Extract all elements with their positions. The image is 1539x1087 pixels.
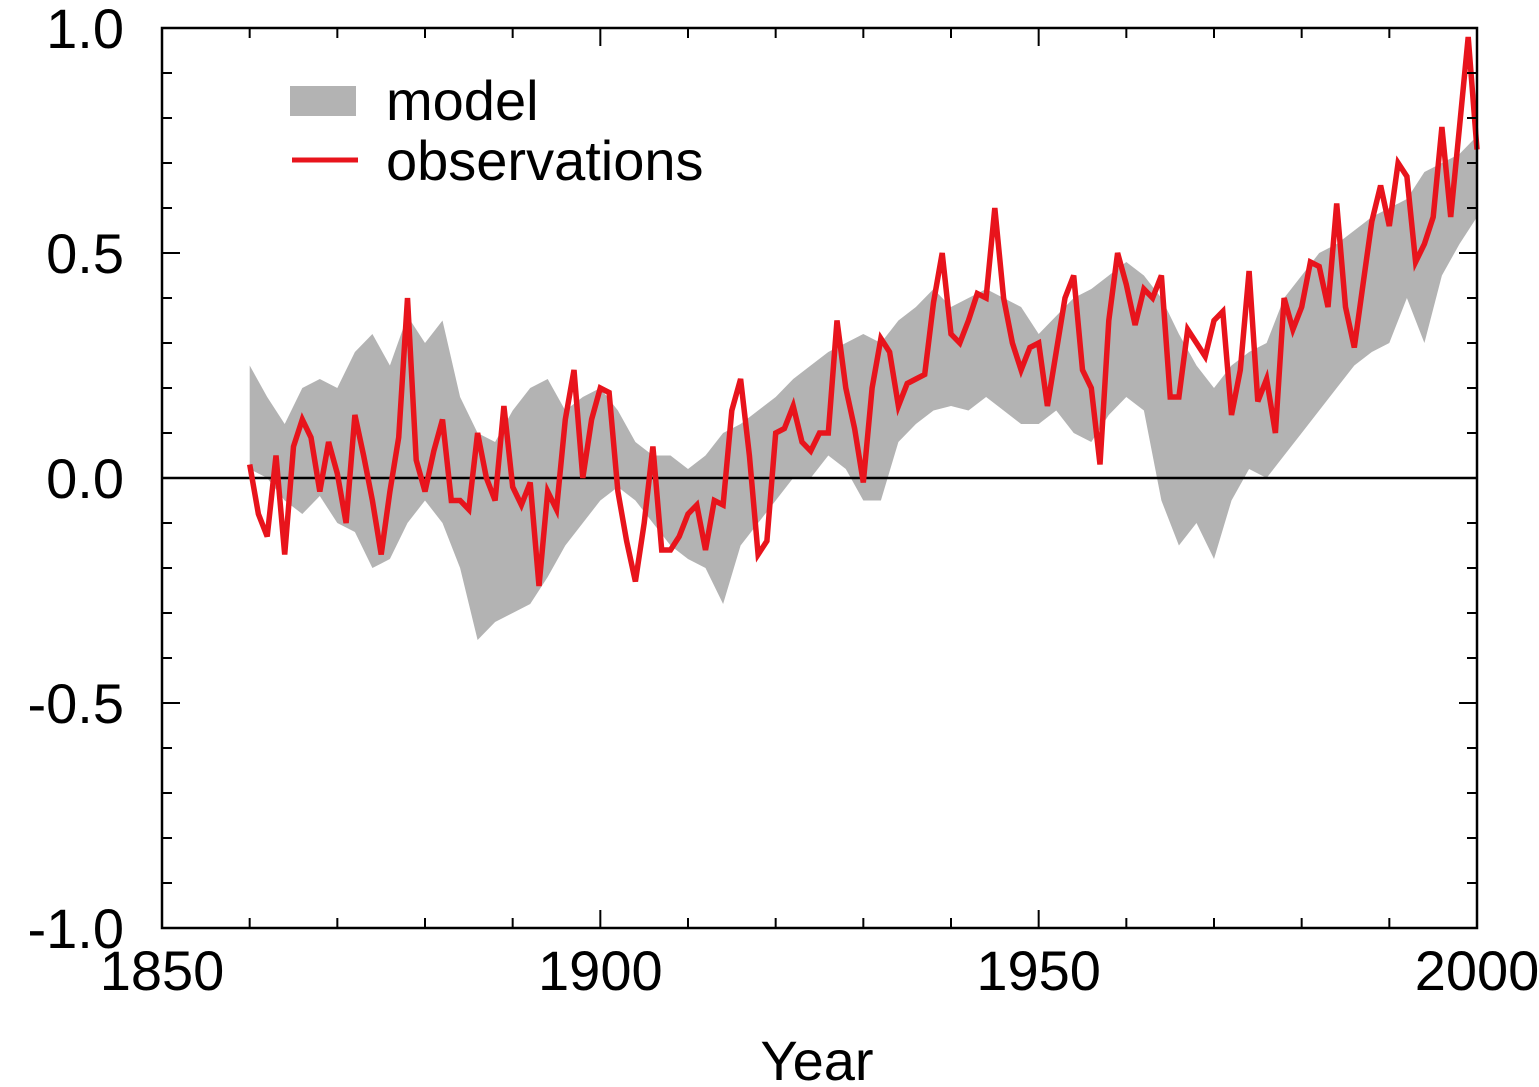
x-tick-label: 1900 <box>538 939 663 1002</box>
x-axis-title: Year <box>760 1029 873 1087</box>
y-tick-label: -0.5 <box>28 672 125 735</box>
y-tick-label: -1.0 <box>28 897 125 960</box>
legend-label-observations: observations <box>386 129 704 192</box>
y-tick-label: 0.5 <box>46 222 124 285</box>
observations-line <box>246 36 1480 587</box>
x-tick-label: 1950 <box>976 939 1101 1002</box>
observations-line-layer <box>246 36 1480 587</box>
y-axis-ticks: -1.0 -0.5 0.0 0.5 1.0 <box>28 0 1477 960</box>
legend-swatch-model <box>290 86 356 116</box>
x-tick-label: 1850 <box>100 939 225 1002</box>
x-tick-label: 2000 <box>1415 939 1539 1002</box>
x-axis-ticks: 1850 1900 1950 2000 <box>100 28 1539 1002</box>
legend: model observations <box>290 69 704 192</box>
y-tick-label: 0.0 <box>46 447 124 510</box>
legend-label-model: model <box>386 69 539 132</box>
y-tick-label: 1.0 <box>46 0 124 60</box>
